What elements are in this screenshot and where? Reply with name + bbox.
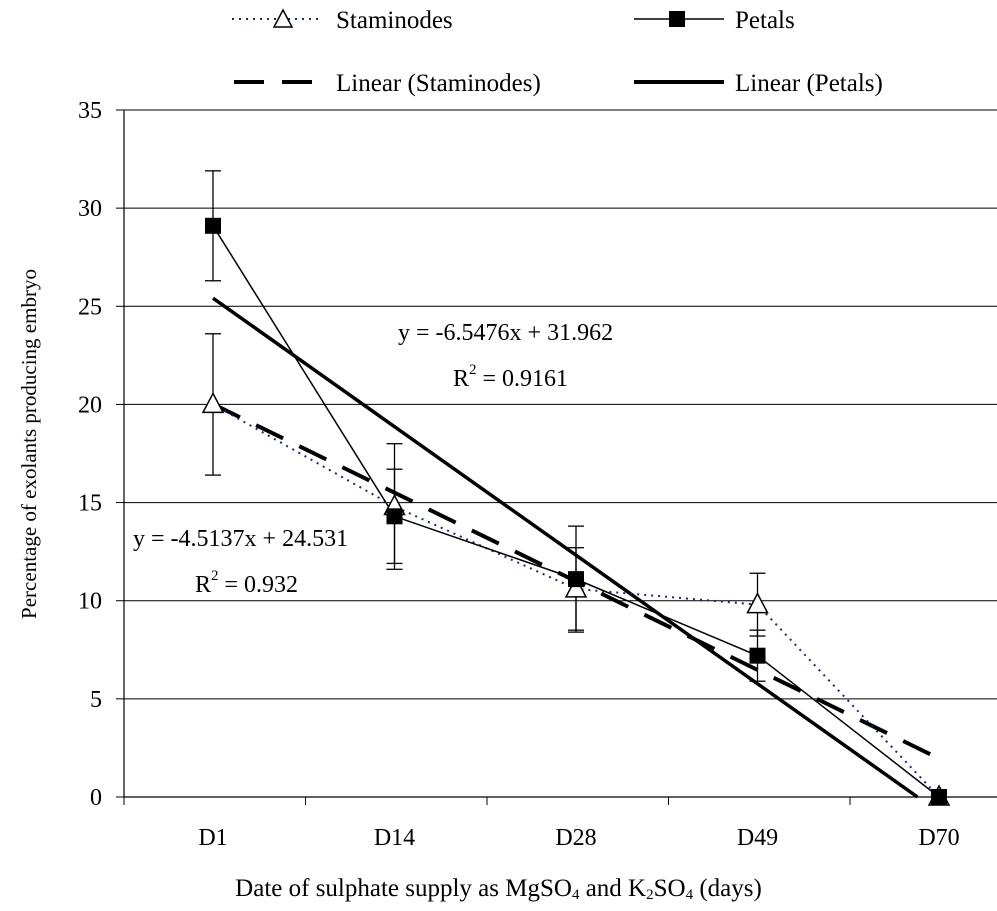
annotation-petals: y = -6.5476x + 31.962 R2 = 0.9161 <box>398 320 613 392</box>
r2-symbol: R <box>195 572 211 598</box>
series-line <box>212 225 940 798</box>
data-point <box>931 789 947 805</box>
x-tick-labels: D1 D14 D28 D49 D70 <box>198 825 959 851</box>
data-point <box>568 571 584 588</box>
y-tick-label: 30 <box>78 196 102 222</box>
x-tick-label: D1 <box>198 825 227 851</box>
equation-petals: y = -6.5476x + 31.962 <box>398 320 613 346</box>
y-tick-label: 35 <box>78 98 102 124</box>
data-point <box>201 391 225 414</box>
legend-label-staminodes: Staminodes <box>336 7 453 34</box>
r2-value: = 0.932 <box>219 572 299 598</box>
legend-item-staminodes: Staminodes <box>232 7 453 34</box>
markers-petals <box>205 217 947 805</box>
r2-superscript: 2 <box>211 568 219 584</box>
y-axis-label: Percentage of exolants producing embryo <box>17 269 41 619</box>
r2-symbol: R <box>453 366 469 392</box>
y-tick-label: 25 <box>78 294 102 320</box>
legend-marker-square <box>669 11 685 27</box>
legend-label-petals: Petals <box>735 7 795 34</box>
data-point <box>564 576 588 598</box>
legend-item-linear-petals: Linear (Petals) <box>634 70 883 97</box>
r2-superscript: 2 <box>469 362 477 378</box>
annotation-staminodes: y = -4.5137x + 24.531 R2 = 0.932 <box>133 526 348 598</box>
y-tick-label: 20 <box>78 392 102 418</box>
x-tick-label: D70 <box>918 825 959 851</box>
x-tick-label: D49 <box>737 825 778 851</box>
legend-marker-triangle <box>272 8 294 28</box>
equation-staminodes: y = -4.5137x + 24.531 <box>133 526 348 552</box>
data-series <box>201 170 951 806</box>
trendline-petals <box>211 296 919 799</box>
legend-item-linear-staminodes: Linear (Staminodes) <box>234 70 541 97</box>
y-tick-label: 0 <box>90 785 102 811</box>
gridlines <box>124 109 997 700</box>
x-tick-label: D28 <box>555 825 596 851</box>
data-point <box>205 217 221 234</box>
x-axis-label: Date of sulphate supply as MgSO4 and K2S… <box>235 875 762 903</box>
r2-petals: R2 = 0.9161 <box>453 362 568 392</box>
y-tick-label: 10 <box>78 589 102 615</box>
legend-item-petals: Petals <box>634 7 795 34</box>
data-point <box>749 647 766 664</box>
r2-staminodes: R2 = 0.932 <box>195 568 298 598</box>
data-point <box>746 592 769 614</box>
legend-label-linear-staminodes: Linear (Staminodes) <box>336 70 541 97</box>
y-tick-label: 15 <box>78 491 102 517</box>
axes <box>116 109 997 805</box>
r2-value: = 0.9161 <box>477 366 569 392</box>
y-tick-label: 5 <box>90 687 102 713</box>
data-point <box>386 508 403 525</box>
x-tick-label: D14 <box>374 825 415 851</box>
series-staminodes <box>205 333 940 798</box>
legend: Staminodes Petals Linear (Staminodes) Li… <box>232 7 883 97</box>
legend-label-linear-petals: Linear (Petals) <box>735 70 883 97</box>
y-tick-labels: 0 5 10 15 20 25 30 35 <box>78 98 102 811</box>
